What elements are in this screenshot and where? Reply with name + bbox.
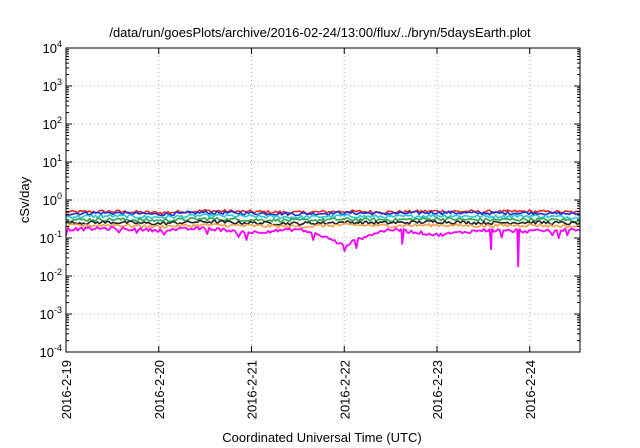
- y-axis: 10-4 10-3 10-2 10-1 100 101 102 103 104: [40, 39, 580, 360]
- series-line: [65, 210, 581, 217]
- x-tick-label: 2016-2-19: [59, 360, 74, 419]
- y-tick-label: 103: [43, 77, 62, 94]
- plot-area: 10-4 10-3 10-2 10-1 100 101 102 103 104 2016-2-1…: [40, 39, 581, 419]
- x-tick-label: 2016-2-24: [523, 360, 538, 419]
- series-line: [65, 213, 581, 220]
- grid: [66, 48, 580, 352]
- y-tick-label: 10-4: [40, 343, 62, 360]
- series-line: [65, 219, 581, 226]
- x-tick-label: 2016-2-22: [337, 360, 352, 419]
- y-tick-label: 100: [43, 191, 62, 208]
- x-axis-label: Coordinated Universal Time (UTC): [222, 430, 421, 445]
- y-axis-label: cSv/day: [17, 176, 32, 223]
- y-tick-label: 10-3: [40, 305, 62, 322]
- y-tick-label: 102: [43, 115, 62, 132]
- series-layer: [65, 208, 581, 268]
- series-line: [65, 216, 581, 223]
- x-tick-label: 2016-2-23: [430, 360, 445, 419]
- x-tick-label: 2016-2-21: [245, 360, 260, 419]
- chart-title: /data/run/goesPlots/archive/2016-02-24/1…: [109, 25, 531, 40]
- y-tick-label: 10-2: [40, 267, 62, 284]
- y-tick-label: 10-1: [40, 229, 62, 246]
- series-line: [65, 222, 581, 229]
- x-axis: 2016-2-19 2016-2-20 2016-2-21 2016-2-22 2016…: [59, 48, 538, 419]
- x-tick-label: 2016-2-20: [152, 360, 167, 419]
- y-tick-label: 101: [43, 153, 62, 170]
- series-line: [65, 226, 581, 268]
- y-tick-label: 104: [43, 39, 62, 56]
